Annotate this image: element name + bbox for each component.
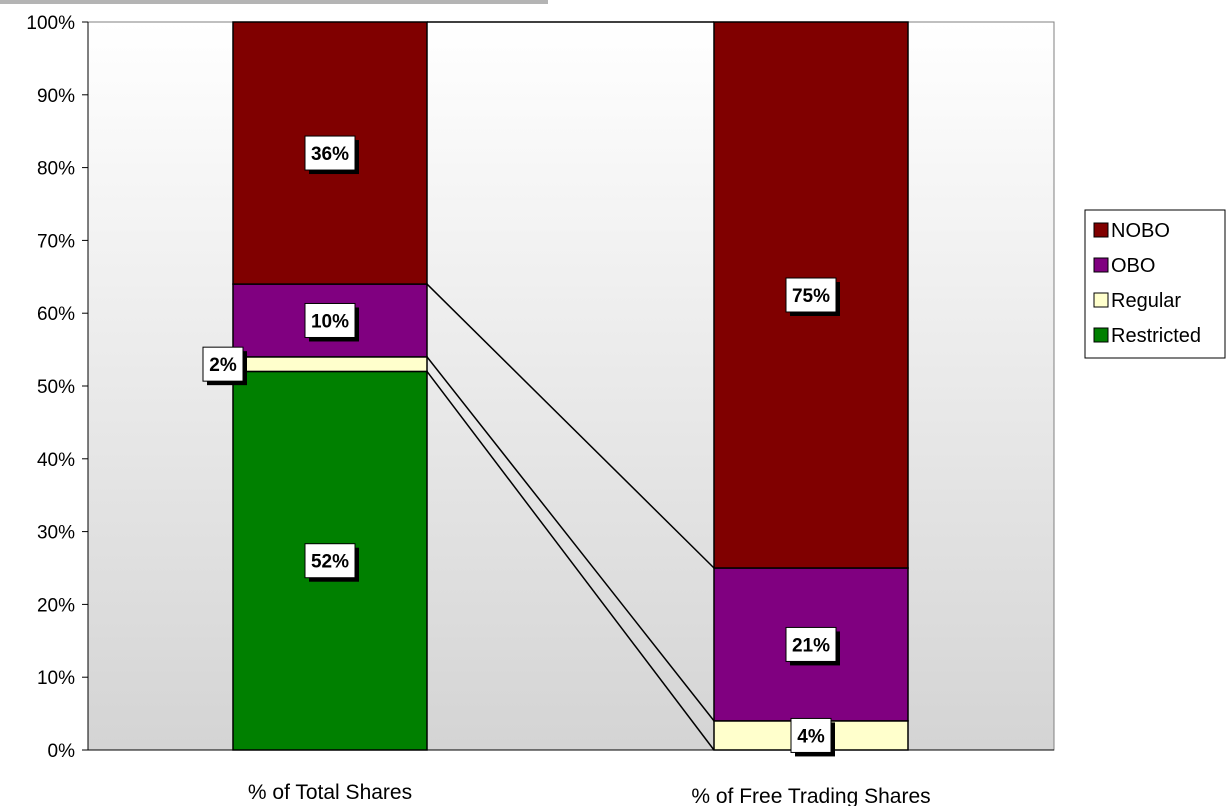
y-tick-label: 70% [37, 231, 75, 252]
data-label: 10% [311, 311, 349, 332]
data-label-box [202, 346, 244, 382]
top-edge-bar [0, 0, 548, 4]
data-label: 2% [209, 355, 237, 376]
data-label: 4% [797, 726, 825, 747]
y-tick-label: 20% [37, 595, 75, 616]
bar-regular-1 [232, 356, 428, 373]
data-label-box [304, 135, 356, 171]
y-tick-label: 100% [26, 13, 75, 34]
data-label: 75% [792, 286, 830, 307]
legend-swatch-nobo [1093, 222, 1109, 238]
legend-label-obo: OBO [1111, 255, 1155, 277]
data-labels: 52% 2% 10% 36% 4% 21% 75% [202, 135, 840, 757]
legend-label-nobo: NOBO [1111, 220, 1170, 242]
y-tick-label: 50% [37, 377, 75, 398]
legend-swatch-obo [1093, 257, 1109, 273]
y-tick-label: 10% [37, 668, 75, 689]
x-category-label: % of Free Trading Shares [691, 785, 930, 806]
data-label-box [790, 717, 832, 753]
data-label-box [304, 302, 356, 338]
y-axis: 0% 10% 20% 30% 40% 50% 60% 70% 80% 90% 100% [26, 13, 89, 762]
legend-label-regular: Regular [1111, 290, 1181, 312]
data-label-box [785, 277, 837, 313]
data-label: 21% [792, 635, 830, 656]
data-label-box [785, 626, 837, 662]
legend-swatch-restricted [1093, 327, 1109, 343]
y-tick-label: 0% [48, 741, 76, 762]
data-label: 36% [311, 144, 349, 165]
x-category-label: % of Total Shares [248, 781, 412, 804]
data-label-box [304, 543, 356, 579]
y-tick-label: 90% [37, 86, 75, 107]
y-tick-label: 60% [37, 304, 75, 325]
y-tick-label: 30% [37, 523, 75, 544]
series-line-restricted [426, 370, 715, 751]
x-axis: % of Total Shares % of Free Trading Share… [88, 749, 1054, 806]
series-line-regular [426, 356, 715, 722]
data-label: 52% [311, 552, 349, 573]
legend: NOBO OBO Regular Restricted [1084, 209, 1226, 359]
y-tick-label: 40% [37, 450, 75, 471]
series-line-obo [426, 283, 715, 569]
series-lines [426, 21, 715, 751]
legend-label-restricted: Restricted [1111, 325, 1201, 347]
legend-swatch-regular [1093, 292, 1109, 308]
y-tick-label: 80% [37, 159, 75, 180]
